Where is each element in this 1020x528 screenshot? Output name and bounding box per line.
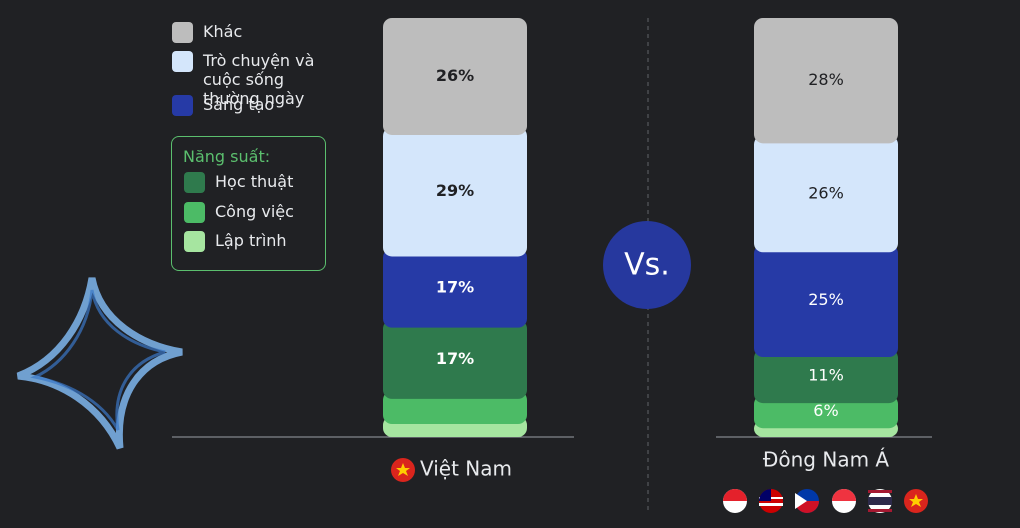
- data-label: 26%: [436, 66, 474, 85]
- legend-swatch: [184, 172, 205, 193]
- legend-label: Học thuật: [215, 172, 294, 191]
- bar-segment: [754, 18, 898, 144]
- legend-item: Sáng tạo: [172, 95, 362, 116]
- bar-segment: [754, 135, 898, 253]
- legend-label: Trò chuyện và cuộc sống thường ngày: [203, 51, 315, 108]
- data-label: 11%: [808, 366, 844, 385]
- data-label: 17%: [436, 349, 474, 368]
- legend-label: Công việc: [215, 202, 294, 221]
- legend-label: Lập trình: [215, 231, 287, 250]
- bar-segment: [383, 18, 527, 135]
- legend-item: Công việc: [184, 202, 304, 223]
- legend-swatch: [172, 95, 193, 116]
- data-label: 28%: [808, 70, 844, 89]
- bar-segment: [383, 248, 527, 328]
- legend-item: Học thuật: [184, 172, 304, 193]
- bar-segment: [754, 244, 898, 358]
- legend-group-title: Năng suất:: [183, 147, 271, 166]
- bar-segment: [383, 319, 527, 399]
- legend-label: Sáng tạo: [203, 95, 275, 114]
- data-label: 25%: [808, 290, 844, 309]
- data-label: 29%: [436, 181, 474, 200]
- data-label: 26%: [808, 183, 844, 202]
- data-label: 6%: [813, 401, 838, 420]
- svg-text:Vs.: Vs.: [624, 248, 670, 283]
- decoration: Vs.: [16, 18, 932, 513]
- legend-swatch: [184, 231, 205, 252]
- legend-label: Khác: [203, 22, 243, 41]
- category-label: Đông Nam Á: [763, 448, 890, 472]
- legend-swatch: [172, 22, 193, 43]
- bar-segment: [754, 349, 898, 404]
- legend-item: Trò chuyện và cuộc sống thường ngày: [172, 51, 342, 108]
- legend-item: Lập trình: [184, 231, 304, 252]
- legend-swatch: [184, 202, 205, 223]
- bar-segment: [754, 395, 898, 429]
- category-label: Việt Nam: [420, 457, 512, 481]
- legend-swatch: [172, 51, 193, 72]
- data-label: 17%: [436, 278, 474, 297]
- legend-group-box: [171, 136, 326, 271]
- legend-item: Khác: [172, 22, 362, 43]
- bar-segment: [383, 390, 527, 425]
- bar-segment: [383, 126, 527, 257]
